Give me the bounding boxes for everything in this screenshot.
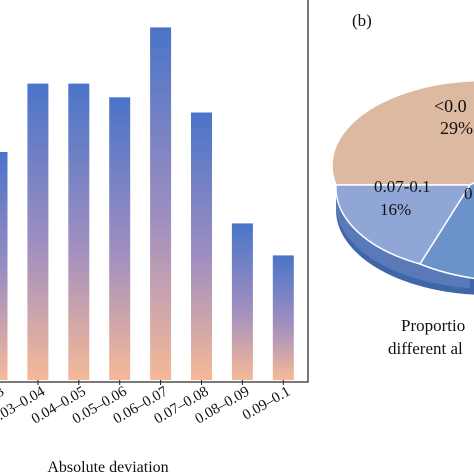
pie-slice-0 <box>418 182 474 280</box>
bar-0.03–0.04 <box>27 83 49 380</box>
bar-0.08–0.09 <box>231 223 253 380</box>
pie-slice-0.07-0.1 <box>335 184 472 265</box>
bar-0.06–0.07 <box>150 27 172 381</box>
bar-0.09–0.1 <box>272 255 294 380</box>
bar-0.04–0.05 <box>68 83 90 380</box>
bars-group <box>0 27 294 381</box>
bar-0.05–0.06 <box>109 97 131 381</box>
pie-slice-lt-0.0 <box>331 79 474 186</box>
pie-chart-panel: (b) <0.0 29% 0.07-0.1 16% 0 Proportio di… <box>331 11 474 358</box>
x-axis-label: Absolute deviation <box>47 459 168 474</box>
panel-label-b: (b) <box>352 11 372 30</box>
x-tick-labels-group: 30.03–0.040.04–0.050.05–0.060.06–0.070.0… <box>0 383 293 427</box>
pie-caption-line-1: Proportio <box>401 316 465 335</box>
pie-label-0: 0 <box>464 184 473 203</box>
x-tick-label: 3 <box>0 384 7 402</box>
pie-label-lt-0.0: <0.0 <box>434 96 467 116</box>
plot-frame <box>0 0 309 383</box>
x-ticks-group <box>37 380 284 385</box>
pie-label-0.07-0.1: 0.07-0.1 <box>374 177 431 196</box>
bar-chart-panel: 30.03–0.040.04–0.050.05–0.060.06–0.070.0… <box>0 0 309 474</box>
pie-percent-29: 29% <box>440 118 473 138</box>
bar-0.07–0.08 <box>191 112 212 380</box>
bar-0.02–0.03 <box>0 152 8 380</box>
pie-percent-16: 16% <box>380 200 411 219</box>
pie-caption-line-2: different al <box>388 339 463 358</box>
